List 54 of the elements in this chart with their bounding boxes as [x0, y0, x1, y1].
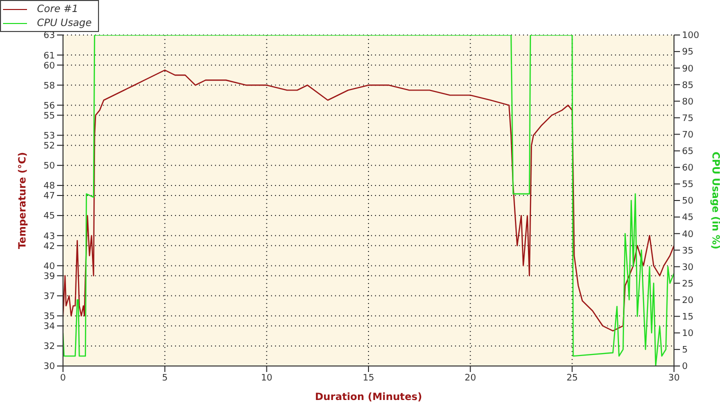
- y-tick-label: 30: [44, 362, 56, 372]
- y-tick-label: 60: [44, 61, 56, 72]
- x-tick-label: 20: [464, 373, 476, 384]
- x-tick-label: 5: [162, 373, 168, 384]
- y-tick-label: 32: [44, 342, 55, 352]
- y2-tick-label: 15: [682, 312, 694, 323]
- y-tick-label: 50: [44, 162, 56, 172]
- y-tick-label: 34: [44, 322, 56, 332]
- line-series: [63, 70, 674, 332]
- y-tick-label: 48: [44, 182, 56, 192]
- y2-tick-label: 75: [682, 114, 694, 124]
- y2-tick-label: 40: [682, 230, 694, 240]
- x-tick-label: 15: [362, 373, 374, 384]
- y-tick-label: 37: [44, 292, 55, 302]
- y-tick-label: 47: [44, 192, 55, 202]
- y-tick-label: 52: [44, 142, 55, 152]
- y-tick-label: 61: [44, 51, 55, 62]
- y2-tick-label: 5: [682, 346, 688, 356]
- y-tick-label: 45: [44, 212, 55, 222]
- x-tick-label: 25: [566, 373, 578, 384]
- y-tick-label: 39: [44, 272, 56, 282]
- legend-label: CPU Usage: [37, 18, 92, 28]
- y2-axis-title: CPU Usage (in %): [709, 152, 720, 250]
- y-tick-label: 55: [44, 111, 55, 122]
- y2-tick-label: 100: [682, 31, 700, 42]
- x-tick-label: 30: [668, 373, 680, 384]
- y2-tick-label: 35: [682, 246, 694, 256]
- y-tick-label: 58: [44, 81, 56, 92]
- y2-tick-label: 50: [682, 196, 694, 207]
- y2-tick-label: 0: [682, 362, 688, 372]
- y2-tick-label: 45: [682, 213, 694, 224]
- y-tick-label: 40: [44, 262, 56, 272]
- y2-tick-label: 10: [682, 329, 694, 340]
- y2-tick-label: 85: [682, 80, 694, 91]
- y-tick-label: 35: [44, 312, 55, 322]
- legend-label: Core #1: [37, 4, 78, 14]
- x-axis-title: Duration (Minutes): [314, 392, 422, 402]
- y2-tick-label: 30: [682, 262, 694, 273]
- y2-tick-label: 65: [682, 147, 694, 158]
- y-tick-label: 56: [44, 101, 56, 112]
- y-axis-title: Temperature (°C): [18, 152, 29, 249]
- y2-tick-label: 25: [682, 279, 694, 290]
- y2-tick-label: 70: [682, 130, 694, 140]
- y2-tick-label: 90: [682, 64, 694, 74]
- y2-tick-label: 80: [682, 97, 694, 108]
- y2-tick-label: 60: [682, 164, 694, 174]
- x-tick-label: 10: [260, 373, 273, 384]
- y-tick-label: 53: [44, 132, 55, 142]
- y-tick-label: 43: [44, 232, 55, 242]
- y2-tick-label: 20: [682, 296, 694, 306]
- x-tick-label: 0: [60, 373, 66, 384]
- y2-tick-label: 95: [682, 48, 694, 58]
- y2-tick-label: 55: [682, 180, 694, 190]
- y-tick-label: 42: [44, 242, 55, 252]
